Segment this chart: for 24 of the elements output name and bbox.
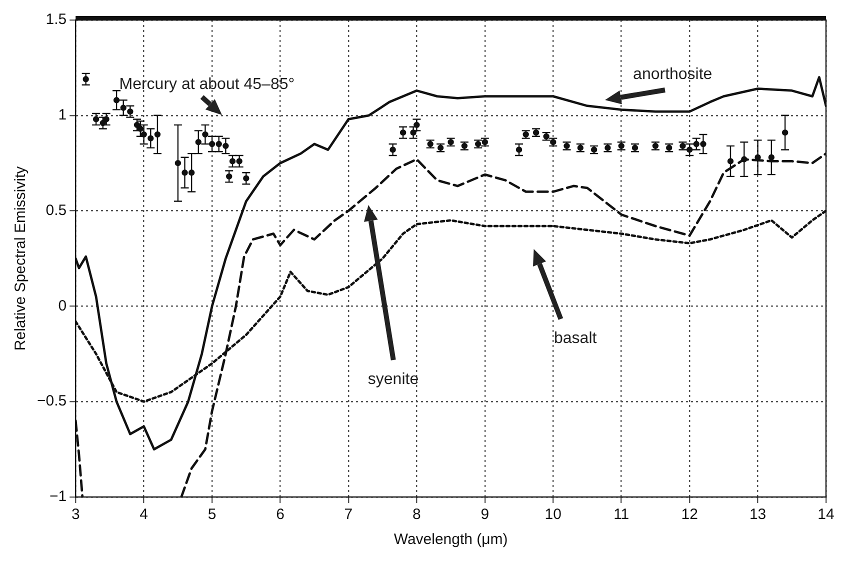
x-tick-label: 4 (140, 506, 148, 524)
x-axis-title: Wavelength (μm) (394, 531, 508, 548)
x-tick-label: 10 (544, 506, 562, 524)
annotation: syenite (368, 371, 419, 390)
y-axis-title: Relative Spectral Emissivity (12, 166, 30, 351)
x-tick-label: 13 (749, 506, 766, 524)
x-tick-label: 8 (412, 506, 421, 524)
annotation: basalt (554, 330, 597, 348)
y-tick-label: 0 (58, 297, 67, 314)
x-tick-label: 11 (614, 506, 630, 524)
y-tick-label: −0.5 (36, 392, 67, 410)
x-tick-label: 3 (71, 506, 80, 524)
annotation: anorthosite (633, 66, 712, 84)
y-tick-label: 1 (58, 106, 67, 124)
y-tick-label: 1.5 (46, 11, 67, 28)
x-tick-label: 6 (276, 506, 284, 524)
y-tick-label: 0.5 (46, 202, 67, 219)
y-tick-label: −1 (50, 488, 67, 506)
x-tick-label: 14 (818, 506, 834, 524)
x-tick-label: 9 (480, 506, 490, 524)
annotation: Mercury at about 45–85° (119, 76, 295, 94)
x-tick-label: 5 (208, 506, 216, 524)
x-tick-label: 12 (681, 506, 698, 524)
x-tick-label: 7 (344, 506, 353, 524)
